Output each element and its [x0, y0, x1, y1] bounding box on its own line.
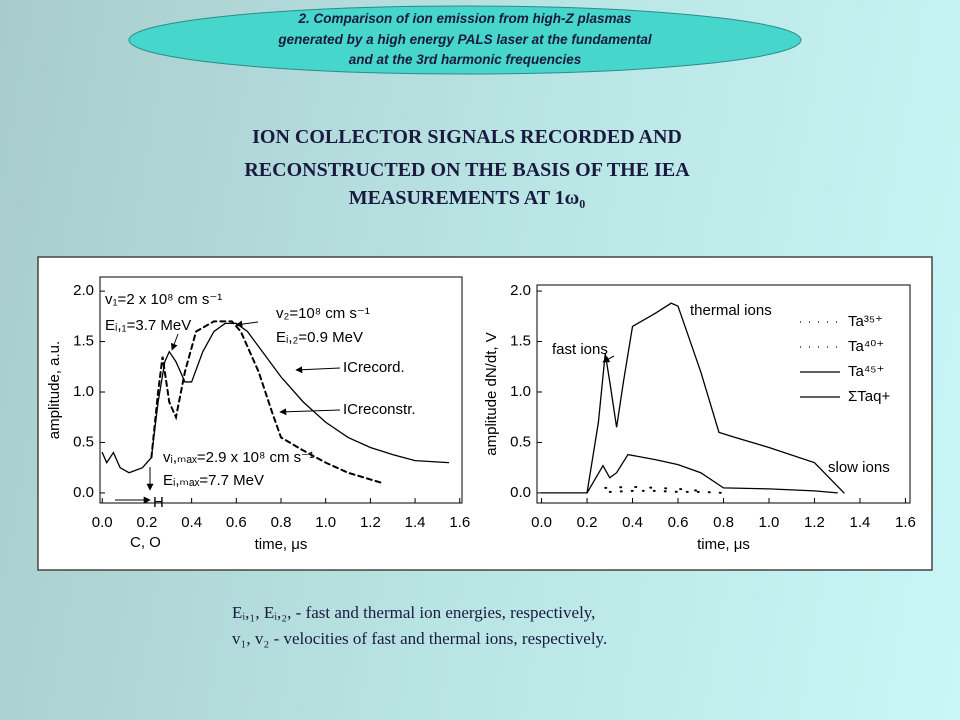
y-tick-label: 0.5 — [73, 433, 94, 450]
x-tick-label: 0.4 — [181, 514, 202, 531]
annotation: thermal ions — [690, 302, 772, 319]
header-ellipse — [128, 5, 802, 75]
series-line — [586, 453, 838, 494]
legend-label: Ta⁴⁵⁺ — [848, 363, 884, 380]
y-tick-label: 1.5 — [73, 333, 94, 350]
x-tick-label: 0.2 — [577, 514, 598, 531]
series-line — [608, 489, 725, 494]
caption-line: Eᵢ,₁, Eᵢ,₂, - fast and thermal ion energ… — [232, 603, 595, 622]
annotation: H — [153, 494, 164, 511]
title-line: RECONSTRUCTED ON THE BASIS OF THE IEA — [244, 159, 690, 181]
title-line: ION COLLECTOR SIGNALS RECORDED AND — [252, 126, 682, 148]
x-tick-label: 1.4 — [405, 514, 426, 531]
header-line: generated by a high energy PALS laser at… — [277, 32, 652, 47]
y-tick-label: 0.0 — [73, 484, 94, 501]
y-tick-label: 0.5 — [510, 433, 531, 450]
legend-label: Ta³⁵⁺ — [848, 313, 883, 330]
arrow — [170, 333, 179, 351]
x-tick-label: 1.6 — [895, 514, 916, 531]
annotation: v₂=10⁸ cm s⁻¹ — [276, 305, 370, 322]
y-axis-label: amplitude dN/dt, V — [483, 332, 500, 455]
x-tick-label: 0.6 — [226, 514, 247, 531]
series-line — [101, 322, 450, 474]
x-tick-label: 0.8 — [713, 514, 734, 531]
x-tick-label: 1.0 — [759, 514, 780, 531]
y-tick-label: 2.0 — [73, 282, 94, 299]
y-axis-label: amplitude, a.u. — [46, 341, 63, 439]
legend-label: Ta⁴⁰⁺ — [848, 338, 884, 355]
arrow — [235, 320, 259, 328]
series-label: ICrecord. — [343, 359, 405, 376]
x-tick-label: 1.2 — [804, 514, 825, 531]
annotation: C, O — [130, 534, 161, 551]
annotation: slow ions — [828, 459, 890, 476]
annotation: Eᵢ,ₘₐₓ=7.7 MeV — [163, 472, 264, 489]
arrow — [602, 355, 615, 363]
y-tick-label: 1.5 — [510, 332, 531, 349]
caption-line: v₁, v₂ - velocities of fast and thermal … — [232, 629, 607, 648]
chart-panel — [37, 256, 933, 571]
annotation: v₁=2 x 10⁸ cm s⁻¹ — [105, 291, 222, 308]
x-tick-label: 0.8 — [271, 514, 292, 531]
series-label: ICreconstr. — [343, 401, 416, 418]
x-tick-label: 0.6 — [668, 514, 689, 531]
annotation: vᵢ,ₘₐₓ=2.9 x 10⁸ cm s⁻¹ — [163, 449, 314, 466]
annotation: fast ions — [552, 341, 608, 358]
annotation: Eᵢ,₂=0.9 MeV — [276, 329, 363, 346]
series-line — [540, 302, 845, 494]
header-line: and at the 3rd harmonic frequencies — [349, 52, 582, 67]
annotation: Eᵢ,₁=3.7 MeV — [105, 317, 191, 334]
y-tick-label: 1.0 — [73, 383, 94, 400]
x-tick-label: 1.4 — [850, 514, 871, 531]
y-tick-label: 1.0 — [510, 383, 531, 400]
title-line: MEASUREMENTS AT 1ω₀ — [349, 187, 586, 209]
arrow — [295, 366, 341, 374]
x-tick-label: 0.2 — [136, 514, 157, 531]
header-line: 2. Comparison of ion emission from high-… — [297, 11, 632, 26]
x-tick-label: 0.0 — [92, 514, 113, 531]
x-tick-label: 1.6 — [449, 514, 470, 531]
x-axis-label: time, μs — [255, 536, 308, 553]
x-tick-label: 0.0 — [531, 514, 552, 531]
legend-label: ΣTaq+ — [848, 388, 890, 405]
x-tick-label: 0.4 — [622, 514, 643, 531]
x-tick-label: 1.0 — [315, 514, 336, 531]
series-line — [150, 320, 383, 484]
x-tick-label: 1.2 — [360, 514, 381, 531]
arrow — [279, 408, 341, 416]
y-tick-label: 2.0 — [510, 282, 531, 299]
x-axis-label: time, μs — [697, 536, 750, 553]
y-tick-label: 0.0 — [510, 484, 531, 501]
